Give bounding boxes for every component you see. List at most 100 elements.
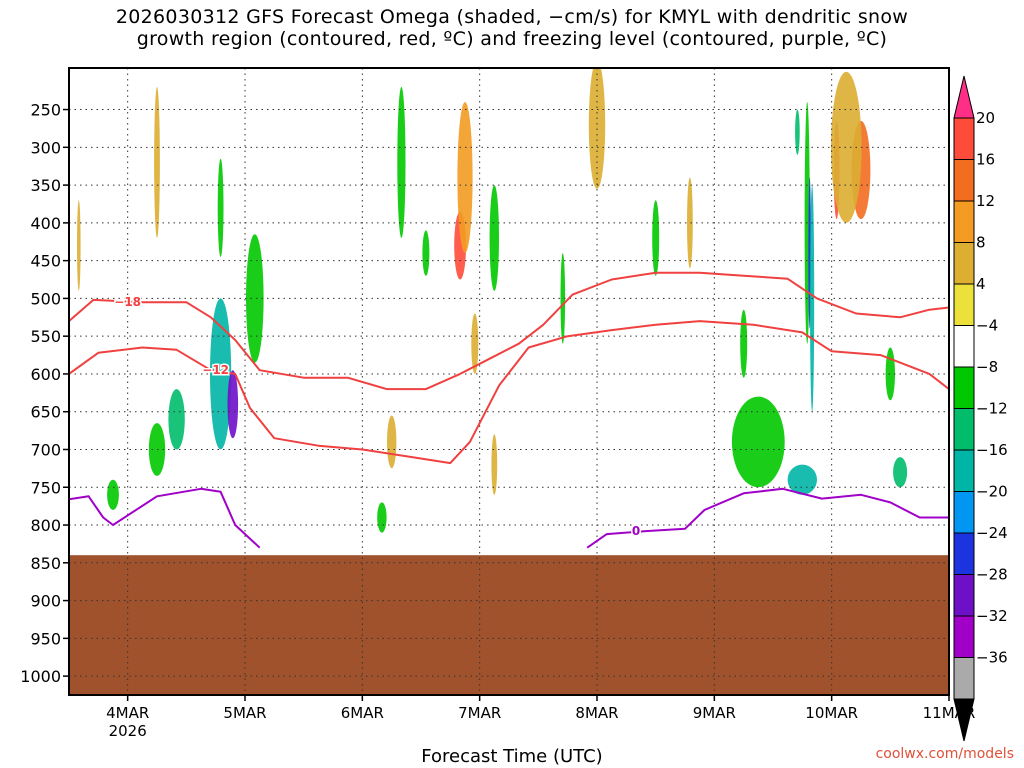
x-tick-label-8MAR: 8MAR — [575, 704, 618, 722]
colorbar-band-14 — [953, 657, 975, 700]
y-tick-label-700: 700 — [30, 440, 61, 459]
omega-blob-33 — [740, 309, 748, 378]
temperature-contours: −18 −12 0 — [69, 271, 949, 549]
colorbar-label-2: 16 — [976, 151, 995, 169]
x-tick-label-4MAR: 4MAR — [106, 704, 149, 722]
terrain-mask — [69, 555, 949, 695]
omega-blob-20 — [831, 71, 862, 223]
omega-blob-14 — [795, 109, 800, 155]
colorbar-band-11 — [953, 532, 975, 575]
credit-link[interactable]: coolwx.com/models — [875, 746, 1014, 762]
omega-blob-4 — [246, 234, 264, 363]
y-tick-label-850: 850 — [30, 554, 61, 573]
colorbar-label-4: 8 — [976, 234, 986, 252]
y-tick-label-350: 350 — [30, 176, 61, 195]
colorbar-band-1 — [953, 117, 975, 160]
plot-frame — [68, 67, 950, 696]
colorbar-band-12 — [953, 574, 975, 617]
y-tick-label-1000: 1000 — [20, 667, 61, 686]
contour-label-4: 0 — [632, 524, 640, 538]
terrain-fill — [69, 555, 949, 695]
y-tick-label-650: 650 — [30, 403, 61, 422]
colorbar-label-11: −24 — [976, 524, 1008, 542]
omega-blob-8 — [377, 502, 387, 533]
omega-blob-2 — [227, 370, 239, 439]
colorbar-bottom-triangle — [953, 698, 975, 742]
colorbar-band-10 — [953, 491, 975, 534]
y-tick-label-900: 900 — [30, 592, 61, 611]
y-tick-label-750: 750 — [30, 478, 61, 497]
omega-blob-28 — [491, 434, 498, 495]
y-tick-label-550: 550 — [30, 327, 61, 346]
omega-blob-29 — [77, 200, 81, 291]
x-tick-label-9MAR: 9MAR — [693, 704, 736, 722]
chart-title-line-1: 2026030312 GFS Forecast Omega (shaded, −… — [115, 6, 909, 28]
omega-blob-26 — [560, 253, 566, 344]
colorbar-band-5 — [953, 283, 975, 326]
omega-blob-34 — [885, 347, 895, 401]
omega-blob-7 — [107, 479, 119, 510]
colorbar-label-12: −28 — [976, 566, 1008, 584]
colorbar-band-4 — [953, 242, 975, 285]
colorbar-band-3 — [953, 200, 975, 243]
colorbar-label-5: 4 — [976, 275, 986, 293]
chart-title: 2026030312 GFS Forecast Omega (shaded, −… — [0, 6, 1024, 50]
colorbar-label-1: 20 — [976, 109, 995, 127]
omega-blob-10 — [457, 102, 473, 253]
colorbar-band-9 — [953, 449, 975, 492]
colorbar-label-14: −36 — [976, 649, 1008, 667]
omega-blob-3 — [217, 158, 224, 257]
x-tick-sublabel-4MAR: 2026 — [109, 722, 147, 740]
y-tick-label-450: 450 — [30, 252, 61, 271]
y-tick-label-600: 600 — [30, 365, 61, 384]
contour-line-4 — [586, 487, 949, 549]
y-tick-label-500: 500 — [30, 289, 61, 308]
omega-blob-27 — [387, 415, 397, 469]
y-axis: 250 300 350 400 450 500 550 600 650 700 750 800 850 9… — [20, 101, 69, 686]
colorbar-top-triangle — [953, 75, 975, 119]
omega-blob-12 — [489, 185, 499, 291]
y-tick-label-950: 950 — [30, 629, 61, 648]
omega-blob-11 — [471, 313, 479, 374]
x-tick-label-6MAR: 6MAR — [341, 704, 384, 722]
colorbar-band-13 — [953, 615, 975, 658]
colorbar-label-10: −20 — [976, 483, 1008, 501]
x-tick-label-5MAR: 5MAR — [223, 704, 266, 722]
colorbar-band-7 — [953, 366, 975, 409]
omega-blob-22 — [731, 396, 785, 488]
omega-blob-30 — [154, 86, 160, 238]
chart-title-line-2: growth region (contoured, red, ºC) and f… — [136, 28, 888, 50]
omega-blob-1 — [210, 298, 232, 450]
x-tick-label-10MAR: 10MAR — [805, 704, 858, 722]
x-tick-label-7MAR: 7MAR — [458, 704, 501, 722]
colorbar-band-2 — [953, 159, 975, 202]
colorbar-label-9: −16 — [976, 441, 1008, 459]
contour-line-3 — [69, 487, 261, 549]
colorbar-band-8 — [953, 408, 975, 451]
colorbar-label-6: −4 — [976, 317, 998, 335]
omega-blob-23 — [787, 464, 817, 495]
omega-blob-5 — [168, 389, 185, 450]
y-tick-label-400: 400 — [30, 214, 61, 233]
omega-blob-32 — [687, 177, 693, 269]
omega-blob-31 — [652, 200, 660, 276]
y-tick-label-250: 250 — [30, 101, 61, 120]
omega-blob-13 — [422, 230, 430, 276]
colorbar-band-6 — [953, 325, 975, 368]
colorbar-label-3: 12 — [976, 192, 995, 210]
contour-line-2 — [69, 320, 949, 465]
contour-label-2: −12 — [202, 363, 229, 377]
omega-blob-25 — [397, 86, 406, 238]
contour-label-1: −18 — [114, 295, 141, 309]
omega-blob-21 — [588, 68, 606, 189]
omega-blob-24 — [893, 457, 908, 488]
colorbar-label-8: −12 — [976, 400, 1008, 418]
y-tick-label-800: 800 — [30, 516, 61, 535]
colorbar: 20 16 12 8 4 −4 −8 −12 −16 −20 −24 −28 −32 −36 — [953, 75, 1008, 742]
colorbar-label-7: −8 — [976, 358, 998, 376]
contour-line-1 — [69, 271, 949, 391]
x-axis-title: Forecast Time (UTC) — [421, 746, 603, 767]
colorbar-label-13: −32 — [976, 607, 1008, 625]
